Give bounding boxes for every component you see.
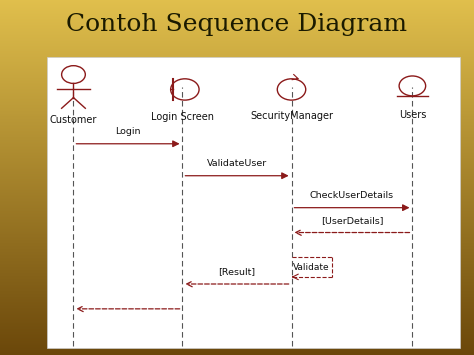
Text: CheckUserDetails: CheckUserDetails [310,191,394,200]
FancyBboxPatch shape [47,57,460,348]
Text: Contoh Sequence Diagram: Contoh Sequence Diagram [66,13,408,36]
Text: Login Screen: Login Screen [151,112,214,122]
Text: [UserDetails]: [UserDetails] [321,216,383,225]
Text: Customer: Customer [50,115,97,125]
Text: Login: Login [115,127,141,136]
Text: SecurityManager: SecurityManager [250,111,333,121]
Text: Users: Users [399,110,426,120]
Text: [Result]: [Result] [219,267,255,276]
Text: ValidateUser: ValidateUser [207,159,267,168]
Text: Validate: Validate [293,263,330,272]
